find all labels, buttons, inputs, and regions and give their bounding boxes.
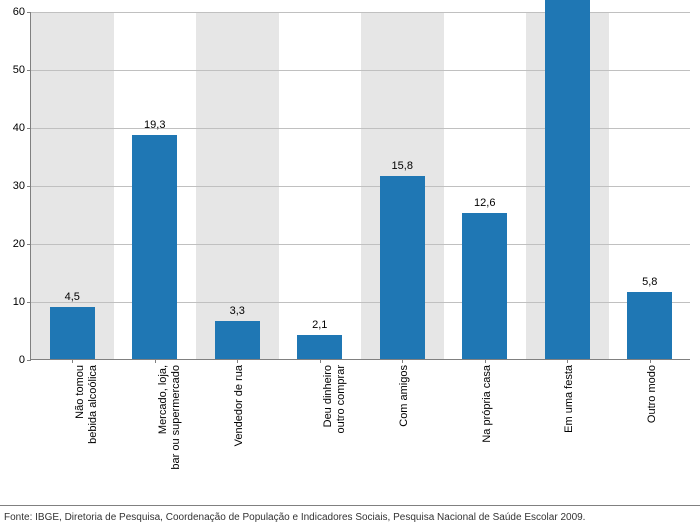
bar: 12,6 (462, 213, 507, 359)
xtick-mark (320, 359, 321, 363)
bar-value-label: 5,8 (642, 276, 657, 288)
xtick-mark (567, 359, 568, 363)
bar: 4,5 (50, 307, 95, 359)
bar-value-label: 15,8 (392, 160, 413, 172)
xtick-label: Vendedor de rua (233, 365, 245, 446)
bar-value-label: 19,3 (144, 119, 165, 131)
gridline (31, 244, 690, 245)
bar-value-label: 3,3 (230, 305, 245, 317)
xtick-label: Outro modo (646, 365, 658, 423)
ytick-label: 60 (13, 6, 31, 18)
xtick-label: Não tomoubebida alcoólica (74, 365, 99, 444)
xtick-mark (650, 359, 651, 363)
ytick-label: 30 (13, 180, 31, 192)
bar: 15,8 (380, 176, 425, 359)
gridline (31, 186, 690, 187)
bar: 5,8 (627, 292, 672, 359)
xtick-label: Na própria casa (481, 365, 493, 443)
xtick-mark (72, 359, 73, 363)
bar-value-label: 2,1 (312, 319, 327, 331)
ytick-label: 50 (13, 64, 31, 76)
bar: 36,6 (545, 0, 590, 359)
xtick-mark (237, 359, 238, 363)
xtick-label: Com amigos (398, 365, 410, 427)
xtick-mark (155, 359, 156, 363)
ytick-label: 20 (13, 238, 31, 250)
xtick-label: Deu dinheirooutro comprar (322, 365, 347, 433)
xtick-mark (485, 359, 486, 363)
gridline (31, 70, 690, 71)
bar-value-label: 12,6 (474, 197, 495, 209)
ytick-label: 0 (19, 354, 31, 366)
ytick-label: 10 (13, 296, 31, 308)
bar: 2,1 (297, 335, 342, 359)
xtick-label: Mercado, loja,bar ou supermercado (157, 365, 182, 470)
source-text: Fonte: IBGE, Diretoria de Pesquisa, Coor… (4, 512, 585, 523)
ytick-label: 40 (13, 122, 31, 134)
bar: 3,3 (215, 321, 260, 359)
xtick-label: Em uma festa (563, 365, 575, 433)
gridline (31, 128, 690, 129)
xtick-mark (402, 359, 403, 363)
gridline (31, 12, 690, 13)
bar-value-label: 4,5 (65, 291, 80, 303)
plot-area: 01020304050604,5Não tomoubebida alcoólic… (30, 12, 690, 360)
source-divider (0, 505, 700, 506)
gridline (31, 302, 690, 303)
bar: 19,3 (132, 135, 177, 359)
chart-container: 0 10 20 30 40 50 60 4,5 Não tomoubebida alcoólic… (0, 0, 700, 531)
